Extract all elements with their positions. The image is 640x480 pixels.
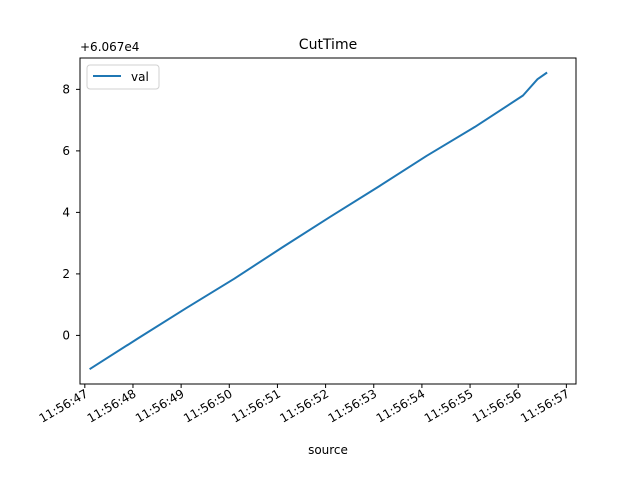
x-tick-label: 11:56:53 <box>326 386 380 425</box>
legend-label-val: val <box>131 70 149 84</box>
x-tick-label: 11:56:48 <box>85 386 139 425</box>
x-axis-label: source <box>308 443 348 457</box>
x-tick-label: 11:56:55 <box>422 386 476 425</box>
series-line-val <box>89 71 548 371</box>
x-axis: 11:56:4711:56:4811:56:4911:56:5011:56:51… <box>37 384 572 426</box>
y-offset-label: +6.067e4 <box>80 40 139 54</box>
x-tick-label: 11:56:47 <box>37 386 91 425</box>
x-tick-label: 11:56:56 <box>470 386 524 425</box>
series-layer <box>89 71 548 371</box>
y-tick-label: 0 <box>62 328 70 342</box>
x-tick-label: 11:56:51 <box>229 386 283 425</box>
y-axis: 0 2 4 6 8 <box>62 82 80 342</box>
legend: val <box>86 64 160 90</box>
y-tick-label: 8 <box>62 82 70 96</box>
y-tick-label: 6 <box>62 144 70 158</box>
x-tick-label: 11:56:50 <box>181 386 235 425</box>
legend-box <box>86 64 160 90</box>
x-tick-label: 11:56:52 <box>277 386 331 425</box>
y-tick-label: 4 <box>62 205 70 219</box>
x-tick-label: 11:56:54 <box>374 386 428 425</box>
plot-area <box>79 57 577 385</box>
x-tick-label: 11:56:49 <box>133 386 187 425</box>
y-tick-label: 2 <box>62 267 70 281</box>
chart-title: CutTime <box>299 37 357 53</box>
x-tick-label: 11:56:57 <box>518 386 572 425</box>
